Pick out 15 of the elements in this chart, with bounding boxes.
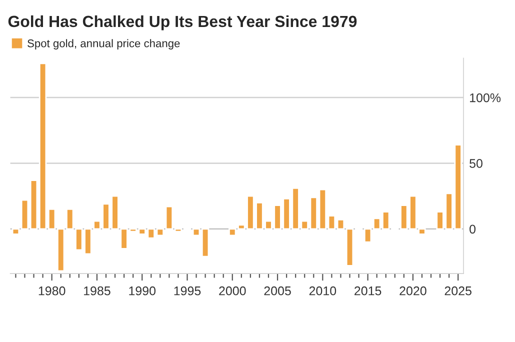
y-tick-label: 0 — [470, 224, 476, 234]
x-tick-label: 2015 — [354, 286, 382, 296]
x-tick-label: 1980 — [38, 286, 66, 296]
legend-label: Spot gold, annual price change — [28, 39, 180, 50]
x-tick-label: 2020 — [400, 286, 426, 296]
x-tick-label: 2010 — [309, 286, 336, 296]
chart-title: Gold Has Chalked Up Its Best Year Since 1979 — [8, 15, 357, 30]
y-tick-label: 100% — [470, 93, 501, 102]
y-tick-label: 50 — [470, 159, 482, 168]
x-tick-label: 1995 — [174, 286, 201, 296]
x-tick-label: 2025 — [444, 286, 472, 296]
x-tick-label: 2000 — [219, 286, 246, 296]
x-tick-label: 1985 — [84, 286, 110, 296]
x-tick-label: 2005 — [264, 286, 291, 296]
x-tick-label: 1990 — [129, 286, 156, 296]
